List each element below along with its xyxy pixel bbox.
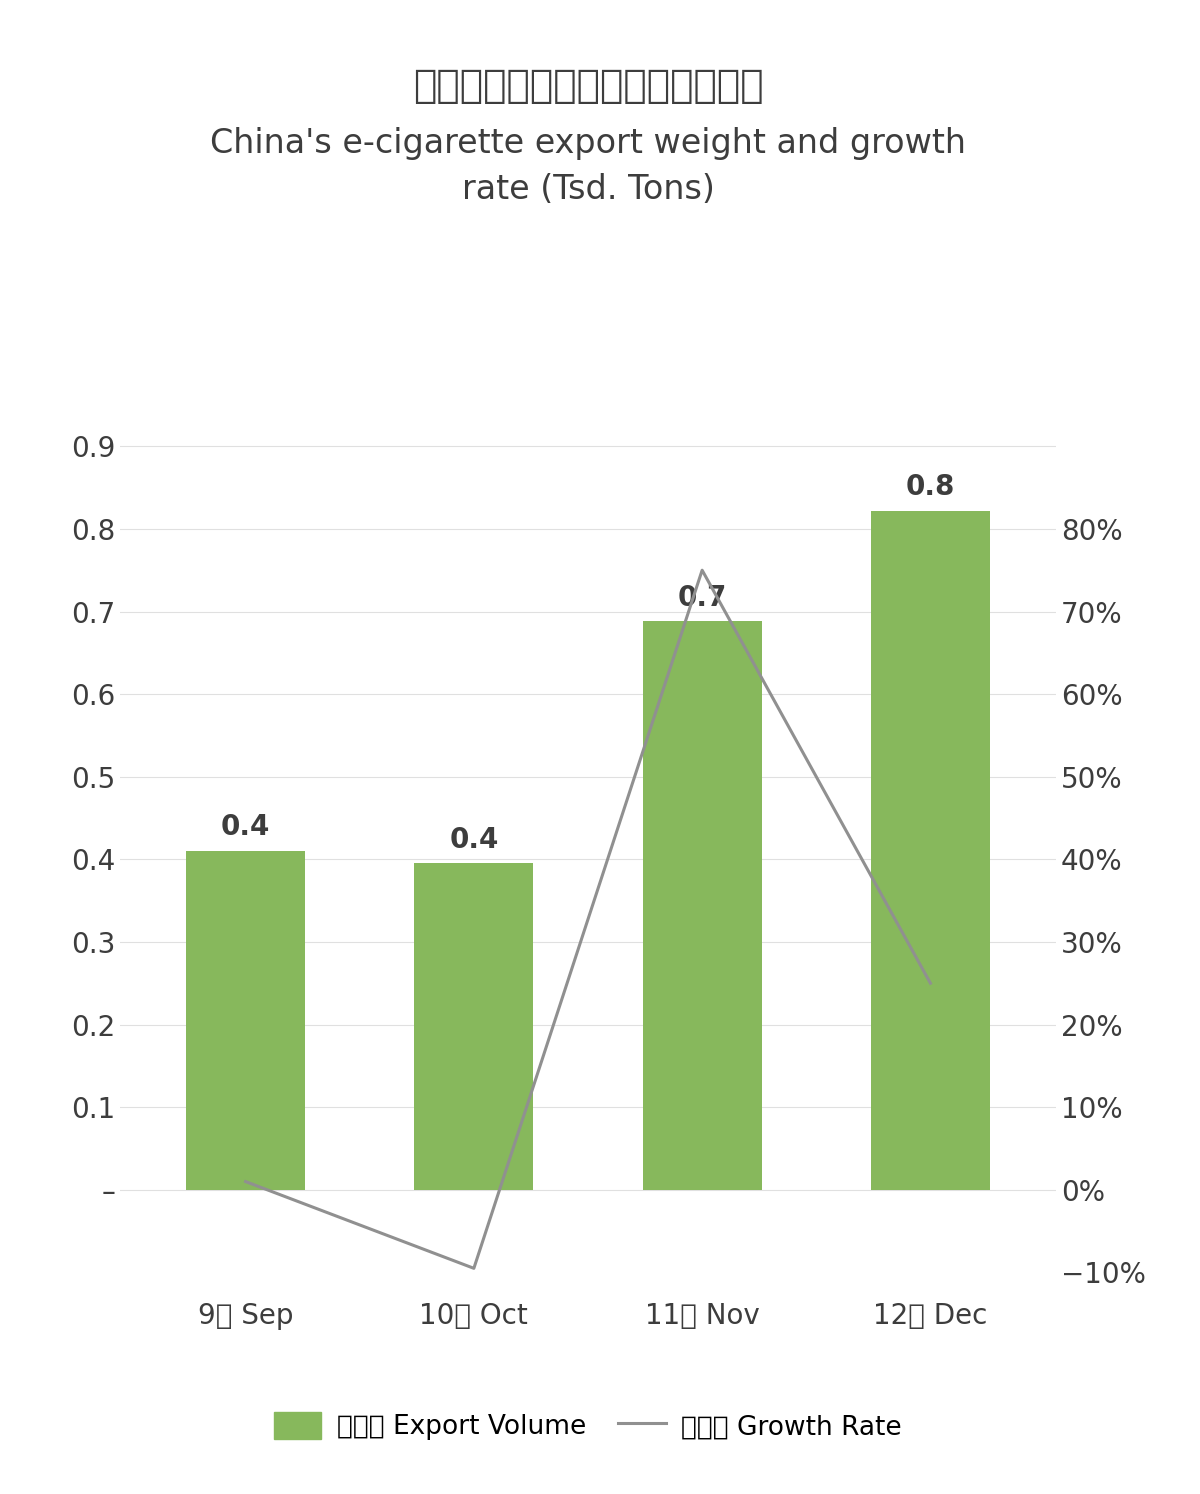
Text: 0.4: 0.4 xyxy=(449,826,498,853)
Text: China's e-cigarette export weight and growth
rate (Tsd. Tons): China's e-cigarette export weight and gr… xyxy=(210,127,966,206)
Bar xyxy=(871,511,990,1189)
Bar xyxy=(414,864,533,1189)
Text: 0.8: 0.8 xyxy=(906,472,955,500)
Text: 0.7: 0.7 xyxy=(678,584,727,611)
Bar xyxy=(186,852,305,1189)
Text: 中国电子烟出口量及增速（千吨）: 中国电子烟出口量及增速（千吨） xyxy=(413,67,763,105)
Bar xyxy=(643,622,762,1189)
Text: 0.4: 0.4 xyxy=(221,813,270,841)
Legend: 出口量 Export Volume, 增长率 Growth Rate: 出口量 Export Volume, 增长率 Growth Rate xyxy=(263,1401,913,1451)
